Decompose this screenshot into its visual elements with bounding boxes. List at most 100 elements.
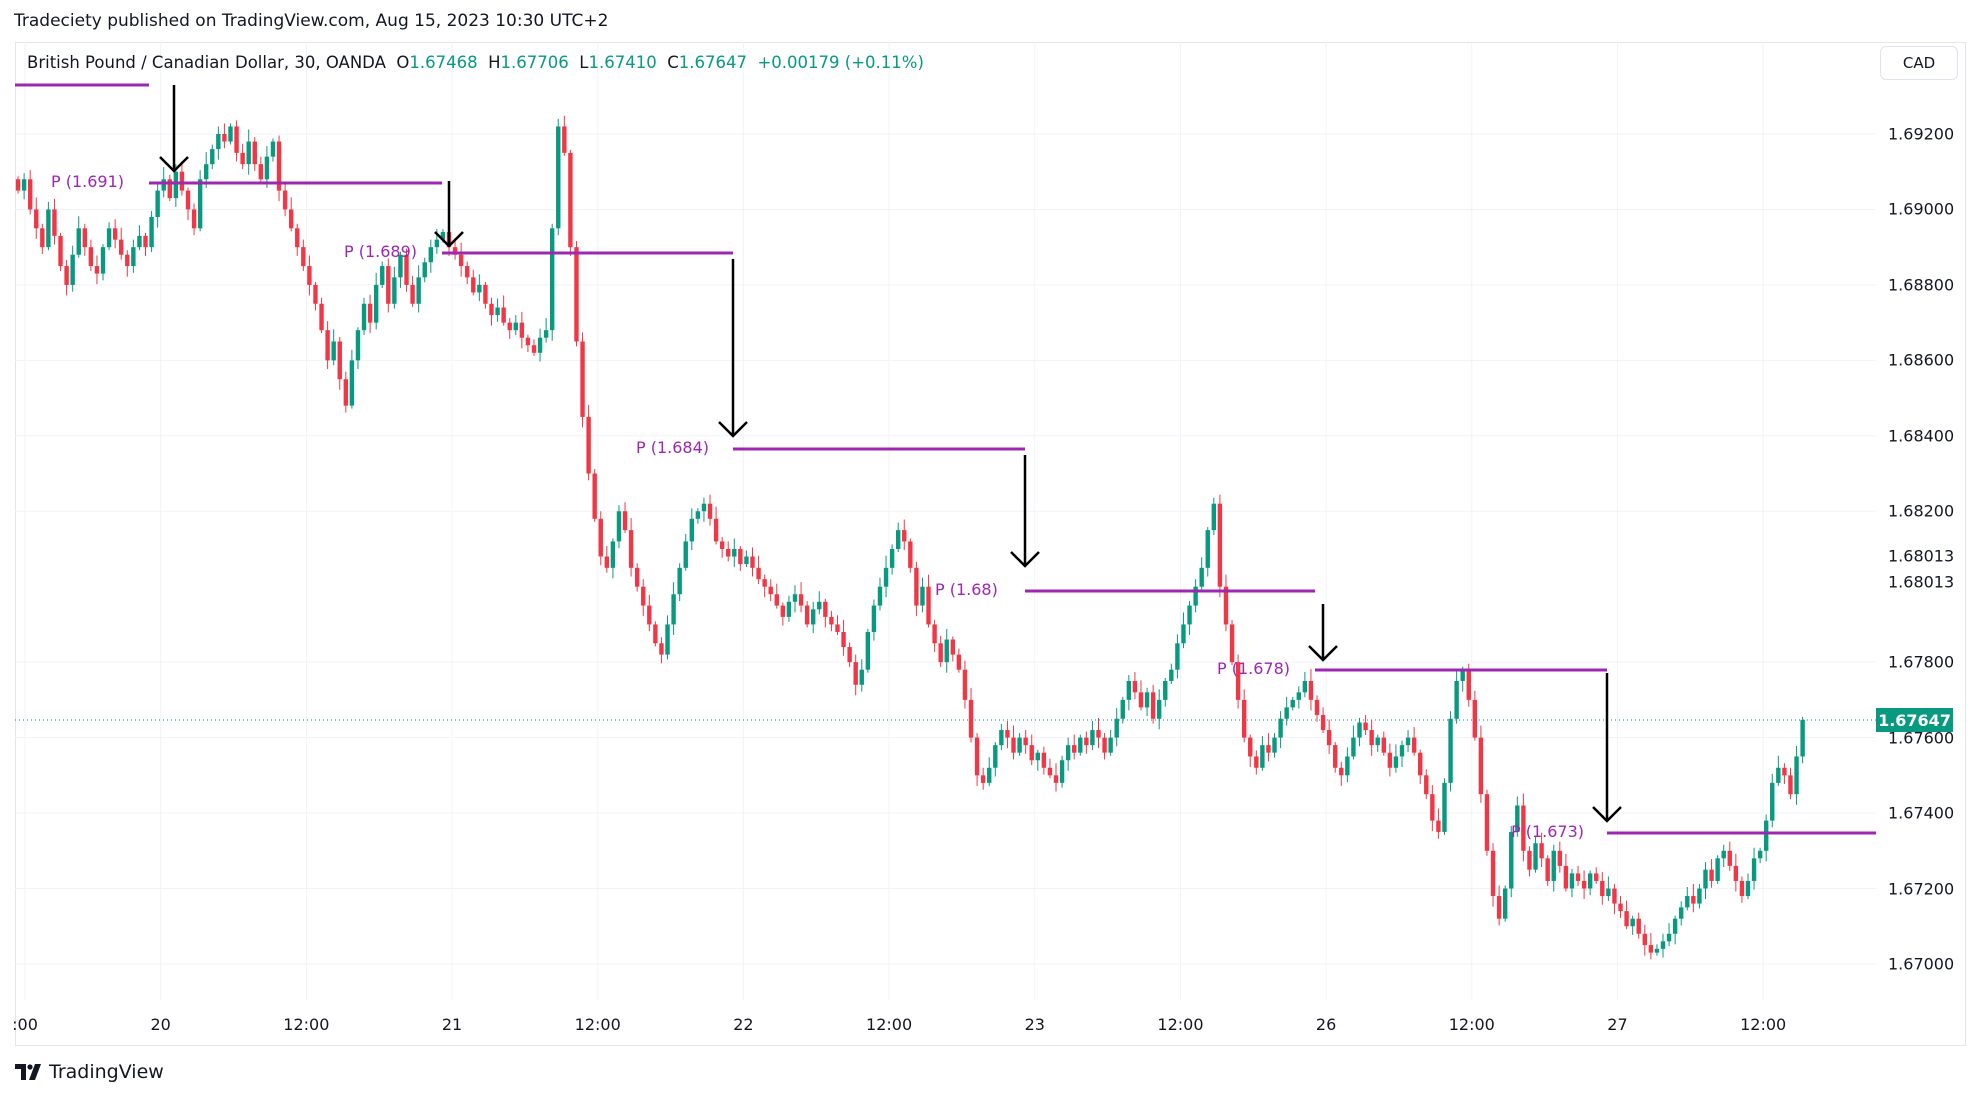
candle-up (355, 330, 361, 361)
candle-down (1539, 843, 1544, 859)
candle-down (52, 209, 57, 236)
candles (15, 115, 1805, 960)
candle-down (713, 518, 719, 542)
candle-up (1454, 681, 1459, 719)
candle-down (841, 631, 846, 648)
candle-up (1442, 782, 1447, 832)
candle-up (155, 190, 160, 217)
candle-up (811, 609, 816, 625)
candle-down (622, 511, 628, 531)
candle-down (659, 643, 664, 655)
candle-down (367, 303, 373, 323)
time-tick-label: :00 (12, 1015, 38, 1034)
time-tick-label: 22 (733, 1015, 754, 1034)
candle-down (1563, 865, 1569, 889)
candle-up (1351, 737, 1356, 757)
candle-up (865, 631, 871, 670)
candle-down (1023, 737, 1028, 746)
candle-up (1630, 918, 1635, 927)
candle-up (1509, 831, 1514, 889)
candle-up (1770, 782, 1775, 821)
chart-frame (15, 42, 1966, 1046)
candle-up (556, 126, 561, 229)
candle-up (1375, 737, 1380, 746)
candle-up (21, 179, 27, 191)
candle-down (410, 284, 415, 304)
arrow-down-icon (718, 259, 748, 438)
candle-down (902, 530, 907, 542)
open-label: O (396, 53, 410, 72)
candle-down (647, 605, 652, 625)
candle-down (1096, 730, 1101, 738)
candle-up (1763, 820, 1769, 851)
candle-down (798, 594, 804, 606)
candle-up (361, 303, 367, 331)
publish-info: Tradeciety published on TradingView.com,… (14, 11, 609, 31)
candle-up (616, 511, 622, 542)
candle-down (962, 669, 968, 700)
candle-up (1114, 718, 1119, 738)
candle-up (149, 216, 154, 248)
candle-up (744, 556, 749, 565)
time-tick-label: 20 (150, 1015, 171, 1034)
candle-down (1496, 896, 1502, 919)
candle-up (398, 254, 403, 278)
candle-up (380, 266, 385, 285)
symbol-name[interactable]: British Pound / Canadian Dollar, 30, OAN… (27, 53, 386, 72)
candle-down (234, 126, 239, 153)
candle-up (1679, 907, 1684, 919)
candle-down (501, 307, 506, 323)
candle-down (15, 179, 21, 191)
candle-up (1345, 756, 1350, 776)
candle-up (1211, 503, 1217, 531)
price-tick-label: 1.68400 (1888, 426, 1955, 446)
candle-down (926, 586, 931, 625)
tradingview-logo[interactable]: TradingView (15, 1061, 164, 1083)
candle-up (76, 228, 81, 255)
time-tick-label: 12:00 (1448, 1015, 1495, 1034)
candle-down (1418, 752, 1423, 776)
candle-up (173, 171, 179, 199)
candle-up (1800, 719, 1805, 757)
price-axis-label: 1.68013 (1888, 572, 1955, 592)
candle-down (288, 209, 294, 229)
candle-up (999, 730, 1004, 746)
candle-up (428, 247, 433, 263)
candle-up (100, 247, 106, 274)
candle-down (1241, 699, 1247, 738)
candle-down (1138, 692, 1144, 708)
candle-down (914, 567, 919, 606)
candle-down (258, 164, 264, 180)
candle-up (817, 601, 822, 610)
high-label: H (488, 53, 501, 72)
last-price-label: 1.67647 (1876, 708, 1953, 732)
candle-down (847, 647, 852, 663)
candle-up (228, 126, 233, 142)
close-value: 1.67647 (678, 53, 747, 72)
candle-down (1132, 681, 1138, 693)
candle-down (932, 624, 937, 644)
candle-down (1727, 850, 1732, 866)
currency-button[interactable]: CAD (1880, 46, 1958, 80)
candle-up (1745, 880, 1751, 897)
pivot-label: P (1.691) (51, 172, 125, 191)
candle-up (246, 141, 251, 165)
candle-down (750, 556, 755, 568)
candle-up (1794, 756, 1799, 795)
candle-down (82, 228, 88, 248)
time-tick-label: 12:00 (283, 1015, 330, 1034)
candle-up (1399, 745, 1405, 757)
arrow-down-icon (1010, 455, 1040, 568)
candle-up (477, 284, 482, 293)
candle-down (452, 247, 458, 255)
low-value: 1.67410 (588, 53, 657, 72)
candle-down (968, 699, 974, 738)
candle-down (768, 586, 773, 595)
candle-down (386, 266, 391, 304)
candle-down (756, 567, 761, 580)
candle-down (27, 179, 33, 210)
candle-down (319, 303, 324, 331)
candle-up (392, 277, 397, 304)
candle-down (974, 737, 980, 776)
